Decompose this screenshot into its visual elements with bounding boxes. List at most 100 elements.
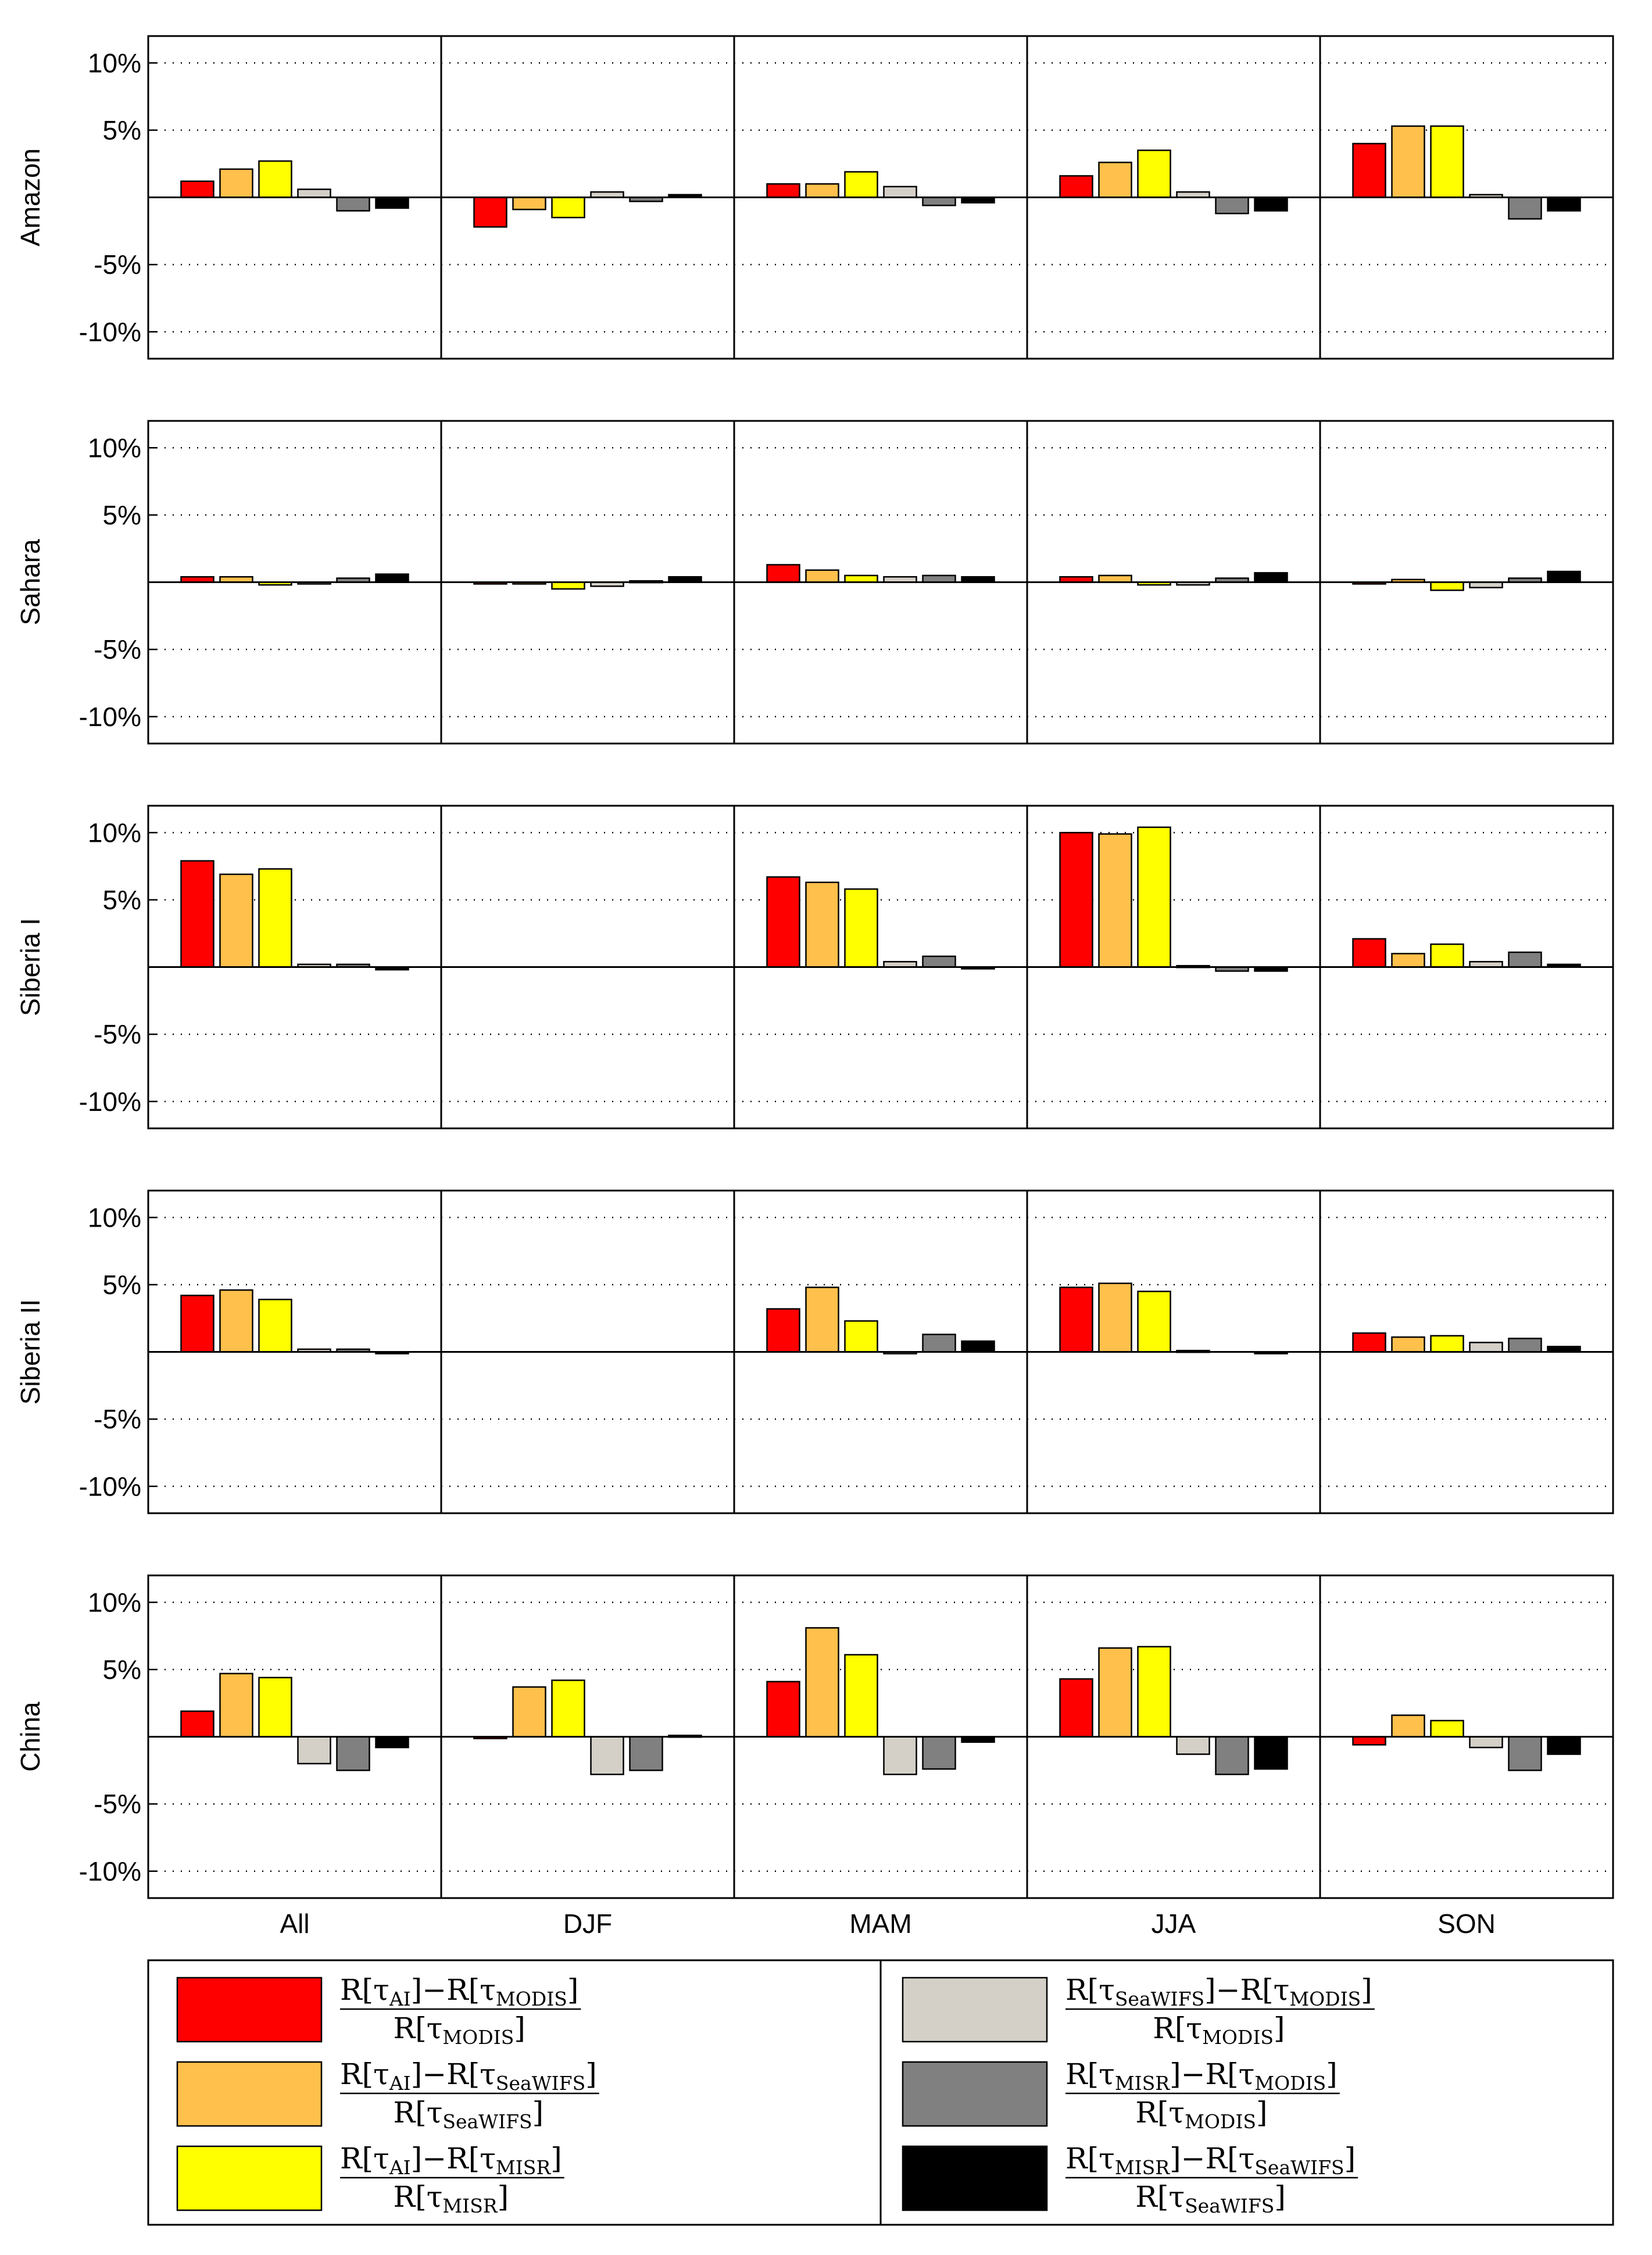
bar-siberia-i-son-s2 bbox=[1391, 953, 1425, 968]
subscript: MODIS bbox=[442, 2026, 514, 2049]
bar-sahara-jja-s2 bbox=[1098, 574, 1132, 583]
bar-amazon-all-s2 bbox=[219, 168, 253, 198]
x-tick-label: DJF bbox=[563, 1909, 612, 1939]
legend-numerator-3: R[τAI]−R[τMISR] bbox=[340, 2142, 562, 2179]
bar-siberia-ii-mam-s1 bbox=[766, 1308, 800, 1353]
math-text: R[τ bbox=[1135, 2180, 1185, 2214]
bar-amazon-mam-s5 bbox=[922, 196, 956, 206]
bar-siberia-i-son-s5 bbox=[1508, 951, 1542, 968]
legend-denominator-1: R[τMODIS] bbox=[394, 2011, 525, 2049]
bar-amazon-jja-s6 bbox=[1254, 196, 1288, 212]
panel-frame bbox=[147, 420, 1614, 745]
bar-siberia-ii-son-s5 bbox=[1508, 1338, 1542, 1353]
bar-china-djf-s4 bbox=[590, 1736, 624, 1775]
math-text: ] bbox=[567, 1973, 579, 2007]
bar-amazon-all-s4 bbox=[297, 188, 331, 198]
bar-china-son-s5 bbox=[1508, 1736, 1542, 1771]
bar-china-all-s3 bbox=[258, 1677, 292, 1738]
bar-sahara-mam-s1 bbox=[766, 564, 800, 583]
legend-numerator-6: R[τMISR]−R[τSeaWIFS] bbox=[1065, 2142, 1356, 2179]
math-text: ] bbox=[585, 2057, 597, 2091]
math-text: R[τ bbox=[340, 2142, 389, 2175]
math-text: R[τ bbox=[1065, 2057, 1115, 2091]
y-tick-label: 5% bbox=[103, 885, 141, 915]
bar-amazon-son-s5 bbox=[1508, 196, 1542, 220]
subscript: MODIS bbox=[496, 1988, 567, 2010]
bar-sahara-all-s6 bbox=[375, 573, 409, 583]
panel-frame bbox=[147, 1189, 1614, 1514]
bar-china-jja-s6 bbox=[1254, 1736, 1288, 1770]
bar-amazon-mam-s3 bbox=[844, 171, 878, 198]
y-tick-label: 5% bbox=[103, 1270, 141, 1300]
bar-siberia-ii-all-s3 bbox=[258, 1299, 292, 1353]
y-tick-label: -10% bbox=[79, 317, 141, 347]
bar-china-djf-s5 bbox=[629, 1736, 663, 1771]
panel-frame bbox=[147, 35, 1614, 360]
math-text: ] bbox=[550, 2142, 562, 2175]
math-text: ] bbox=[1256, 2096, 1268, 2129]
y-tick-label: 10% bbox=[88, 433, 141, 463]
math-text: R[τ bbox=[394, 2096, 443, 2129]
legend-numerator-5: R[τMISR]−R[τMODIS] bbox=[1065, 2057, 1338, 2095]
math-text: ]−R[τ bbox=[1170, 2142, 1254, 2175]
y-tick-label: 10% bbox=[88, 1202, 141, 1232]
region-label: Sahara bbox=[15, 539, 45, 626]
x-tick-label: MAM bbox=[849, 1909, 911, 1939]
bar-china-all-s5 bbox=[336, 1736, 370, 1771]
bar-sahara-mam-s5 bbox=[922, 574, 956, 583]
bar-siberia-i-all-s3 bbox=[258, 868, 292, 968]
bar-siberia-i-all-s1 bbox=[180, 860, 214, 968]
bar-siberia-ii-all-s1 bbox=[180, 1295, 214, 1353]
legend-swatch-5 bbox=[902, 2061, 1048, 2127]
legend-denominator-2: R[τSeaWIFS] bbox=[394, 2096, 544, 2133]
y-tick-label: 5% bbox=[103, 115, 141, 145]
bar-sahara-son-s3 bbox=[1430, 581, 1464, 591]
bar-amazon-all-s3 bbox=[258, 160, 292, 198]
bar-china-jja-s5 bbox=[1215, 1736, 1249, 1775]
bar-amazon-djf-s2 bbox=[512, 196, 546, 210]
bar-sahara-mam-s2 bbox=[805, 569, 839, 583]
math-text: R[τ bbox=[394, 2180, 443, 2214]
bar-china-son-s3 bbox=[1430, 1720, 1464, 1738]
bar-siberia-i-mam-s3 bbox=[844, 888, 878, 968]
bar-china-mam-s2 bbox=[805, 1627, 839, 1738]
panel-siberia-ii: -10% -5% 5% 10% Siberia II bbox=[15, 1189, 1614, 1514]
bar-siberia-i-mam-s5 bbox=[922, 955, 956, 968]
subscript: MODIS bbox=[1254, 2072, 1326, 2095]
math-text: ] bbox=[1326, 2057, 1338, 2091]
subscript: MODIS bbox=[1185, 2110, 1256, 2133]
bar-siberia-ii-jja-s2 bbox=[1098, 1282, 1132, 1353]
x-tick-label: SON bbox=[1438, 1909, 1496, 1939]
bar-amazon-son-s1 bbox=[1352, 142, 1386, 198]
bar-amazon-jja-s1 bbox=[1059, 175, 1093, 198]
legend-numerator-2: R[τAI]−R[τSeaWIFS] bbox=[340, 2057, 597, 2095]
math-text: R[τ bbox=[1135, 2096, 1185, 2129]
subscript: AI bbox=[389, 2156, 411, 2179]
bar-siberia-ii-mam-s5 bbox=[922, 1334, 956, 1353]
legend: R[τAI]−R[τMODIS]R[τMODIS]R[τAI]−R[τSeaWI… bbox=[147, 1959, 1614, 2226]
math-text: R[τ bbox=[1065, 2142, 1115, 2175]
math-text: ] bbox=[514, 2011, 525, 2045]
legend-numerator-4: R[τSeaWIFS]−R[τMODIS] bbox=[1065, 1973, 1372, 2010]
bar-amazon-son-s3 bbox=[1430, 125, 1464, 198]
y-tick-label: -5% bbox=[94, 1789, 141, 1819]
bar-china-mam-s3 bbox=[844, 1654, 878, 1738]
subscript: MODIS bbox=[1289, 1988, 1361, 2010]
bar-china-son-s1 bbox=[1352, 1736, 1386, 1746]
math-text: ]−R[τ bbox=[1170, 2057, 1254, 2091]
region-label: China bbox=[15, 1702, 45, 1772]
legend-swatch-6 bbox=[902, 2145, 1048, 2211]
bar-siberia-ii-mam-s3 bbox=[844, 1320, 878, 1353]
bar-siberia-i-son-s1 bbox=[1352, 938, 1386, 968]
bar-siberia-ii-mam-s6 bbox=[961, 1340, 995, 1353]
bar-amazon-son-s2 bbox=[1391, 125, 1425, 198]
bar-amazon-jja-s5 bbox=[1215, 196, 1249, 215]
math-text: R[τ bbox=[340, 2057, 389, 2091]
y-tick-label: 5% bbox=[103, 500, 141, 530]
bar-siberia-i-jja-s3 bbox=[1137, 826, 1171, 968]
math-text: ]−R[τ bbox=[411, 2142, 496, 2175]
bar-siberia-ii-all-s2 bbox=[219, 1289, 253, 1353]
bar-china-djf-s3 bbox=[551, 1679, 585, 1738]
math-text: ]−R[τ bbox=[411, 2057, 496, 2091]
